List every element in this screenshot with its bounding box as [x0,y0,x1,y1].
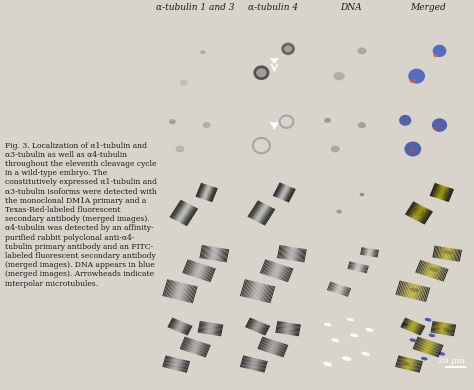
Ellipse shape [421,357,428,360]
Ellipse shape [175,145,184,152]
Circle shape [408,69,425,84]
Ellipse shape [438,352,445,356]
Circle shape [437,188,447,197]
Text: DNA: DNA [340,3,361,12]
Ellipse shape [410,149,416,152]
Ellipse shape [429,267,438,272]
Ellipse shape [202,122,211,128]
Ellipse shape [361,352,370,356]
Ellipse shape [425,318,431,321]
Ellipse shape [410,79,416,83]
Ellipse shape [433,54,438,57]
Ellipse shape [342,356,352,361]
Polygon shape [271,58,278,64]
Ellipse shape [347,318,354,321]
Ellipse shape [443,328,450,332]
Ellipse shape [331,338,339,342]
Circle shape [283,44,293,53]
Ellipse shape [324,118,331,123]
Text: Merged: Merged [410,3,446,12]
Ellipse shape [402,323,409,326]
Ellipse shape [357,48,366,54]
Ellipse shape [336,209,342,214]
Ellipse shape [358,122,366,128]
Ellipse shape [324,323,331,326]
Circle shape [414,207,424,216]
Ellipse shape [323,362,332,366]
Ellipse shape [350,333,359,337]
Circle shape [433,45,447,57]
Circle shape [432,118,447,132]
Circle shape [404,142,421,156]
Ellipse shape [331,145,340,152]
Ellipse shape [333,72,345,80]
Text: 20 μm: 20 μm [438,356,465,365]
Circle shape [399,115,411,126]
Ellipse shape [410,339,416,342]
Ellipse shape [365,328,374,332]
Ellipse shape [410,287,419,292]
Ellipse shape [169,119,176,124]
Text: α-tubulin 4: α-tubulin 4 [248,3,298,12]
Polygon shape [271,123,278,128]
Circle shape [255,67,268,78]
Text: α-tubulin 1 and 3: α-tubulin 1 and 3 [156,3,235,12]
Ellipse shape [180,80,188,86]
Ellipse shape [433,127,438,130]
Ellipse shape [200,50,206,54]
Text: Fig. 3. Localization of α1-tubulin and
α3-tubulin as well as α4-tubulin
througho: Fig. 3. Localization of α1-tubulin and α… [5,142,157,287]
Ellipse shape [403,362,410,366]
Ellipse shape [360,193,364,196]
Ellipse shape [444,250,452,255]
Ellipse shape [428,333,435,337]
